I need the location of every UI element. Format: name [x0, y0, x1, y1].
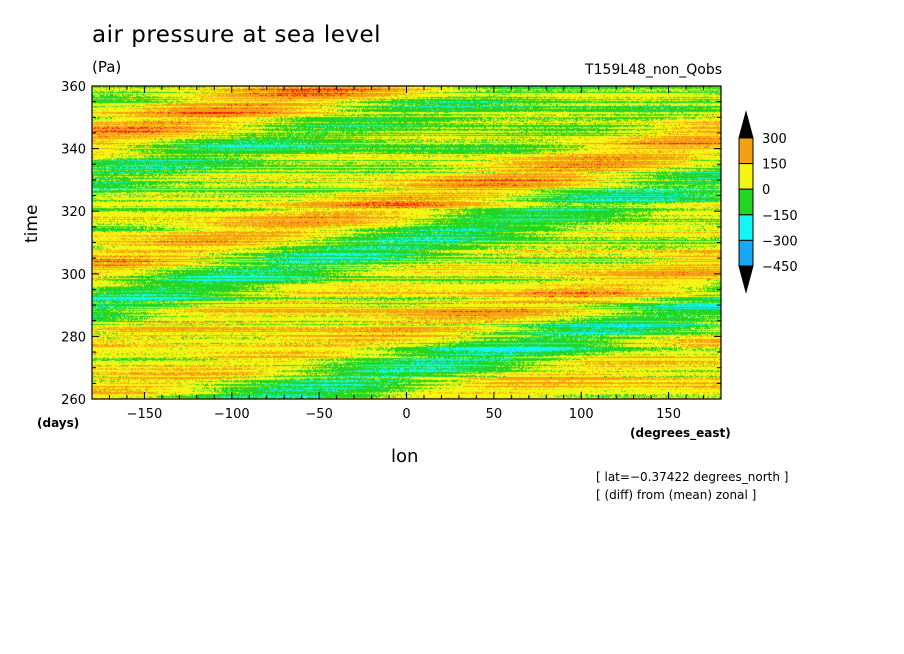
x-axis-units: (degrees_east) — [630, 426, 731, 440]
colorbar-label: 300 — [762, 132, 787, 147]
colorbar-label: −150 — [762, 209, 798, 224]
y-axis-units: (days) — [37, 416, 80, 430]
colorbar-label: 0 — [762, 183, 770, 198]
annotation-latitude: [ lat=−0.37422 degrees_north ] — [596, 470, 789, 484]
heatmap-image — [92, 86, 721, 399]
x-tick-label: 0 — [402, 407, 410, 422]
x-axis-label: lon — [391, 446, 419, 467]
y-tick-label: 320 — [61, 205, 86, 220]
x-tick-label: 50 — [486, 407, 503, 422]
x-tick-label: −50 — [305, 407, 332, 422]
colorbar-segment — [738, 163, 754, 190]
y-tick-label: 260 — [61, 393, 86, 408]
y-tick-label: 340 — [61, 143, 86, 158]
colorbar-segment — [738, 137, 754, 165]
colorbar-label: −450 — [762, 260, 798, 275]
plot-frame — [91, 85, 722, 400]
colorbar-label: 150 — [762, 158, 787, 173]
heatmap-field — [92, 86, 721, 399]
x-tick-label: 100 — [569, 407, 594, 422]
y-axis: 260 280 300 320 340 360 — [61, 80, 721, 408]
annotation-diff: [ (diff) from (mean) zonal ] — [596, 488, 757, 502]
y-tick-label: 280 — [61, 330, 86, 345]
x-tick-label: 150 — [656, 407, 681, 422]
colorbar: 300 150 0 −150 −300 −450 — [738, 110, 798, 294]
y-tick-label: 360 — [61, 80, 86, 95]
colorbar-segment — [738, 188, 754, 216]
colorbar-segment — [738, 239, 754, 267]
chart-units: (Pa) — [92, 58, 122, 76]
colorbar-label: −300 — [762, 234, 798, 249]
colorbar-extend-top — [738, 110, 754, 139]
colorbar-segment — [738, 214, 754, 241]
y-tick-label: 300 — [61, 268, 86, 283]
colorbar-extend-bottom — [738, 265, 754, 294]
chart-title: air pressure at sea level — [92, 22, 382, 48]
run-label: T159L48_non_Qobs — [585, 62, 722, 78]
x-tick-label: −150 — [127, 407, 163, 422]
x-axis: −150 −100 −50 0 50 100 150 — [91, 86, 722, 422]
y-axis-label: time — [22, 204, 42, 243]
x-tick-label: −100 — [214, 407, 250, 422]
